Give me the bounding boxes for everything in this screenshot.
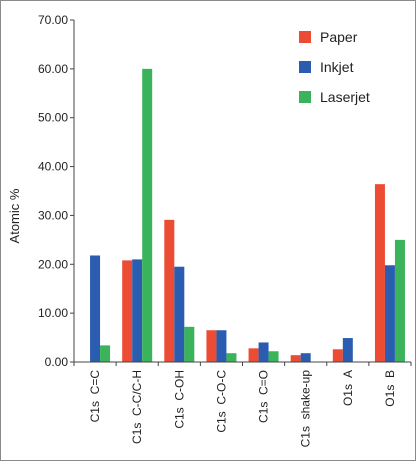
x-tick-label: C1s C-O-C	[214, 370, 228, 433]
bar-paper	[374, 184, 385, 362]
legend-swatch-inkjet	[299, 61, 311, 73]
y-axis-title: Atomic %	[7, 188, 22, 243]
bar-paper	[206, 330, 217, 362]
bar-inkjet	[300, 353, 311, 362]
legend-swatch-paper	[299, 31, 311, 43]
bar-laserjet	[184, 326, 195, 362]
bar-laserjet	[268, 351, 279, 362]
x-tick-label: C1s C-C/C-H	[130, 370, 144, 444]
legend-label-laserjet: Laserjet	[320, 89, 370, 105]
bar-paper	[248, 348, 259, 362]
y-tick-label: 20.00	[38, 257, 68, 271]
x-tick-label: O1s A	[341, 370, 355, 406]
bar-laserjet	[226, 353, 237, 362]
x-tick-label: C1s C-OH	[172, 370, 186, 429]
x-tick-label: C1s C=C	[88, 370, 102, 423]
legend: Paper Inkjet Laserjet	[299, 29, 370, 105]
axes	[70, 19, 412, 366]
bar-paper	[164, 219, 175, 362]
y-tick-label: 30.00	[38, 208, 68, 222]
legend-swatch-laserjet	[299, 91, 311, 103]
x-tick-label: C1s C=O	[257, 370, 271, 423]
bar-laserjet	[100, 345, 111, 362]
bar-paper	[122, 260, 133, 362]
x-tick-label: C1s shake-up	[299, 370, 313, 448]
bar-laserjet	[394, 239, 405, 362]
bar-paper	[290, 355, 301, 362]
y-tick-label: 70.00	[38, 13, 68, 27]
y-axis-label: Atomic %	[7, 188, 22, 243]
legend-label-paper: Paper	[320, 29, 358, 45]
bar-inkjet	[384, 265, 395, 362]
y-tick-label: 50.00	[38, 111, 68, 125]
bar-inkjet	[174, 266, 185, 362]
bar-paper	[332, 349, 343, 362]
bars	[90, 68, 405, 362]
x-tick-label: O1s B	[383, 370, 397, 407]
bar-inkjet	[132, 259, 143, 362]
x-tick-labels: C1s C=C C1s C-C/C-H C1s C-OH C1s C-O-C C1s C…	[88, 370, 397, 448]
legend-label-inkjet: Inkjet	[320, 59, 354, 75]
y-tick-label: 40.00	[38, 160, 68, 174]
y-tick-label: 0.00	[45, 355, 69, 369]
bar-inkjet	[342, 338, 353, 362]
y-tick-label: 60.00	[38, 62, 68, 76]
bar-inkjet	[216, 330, 227, 362]
bar-inkjet	[258, 342, 269, 362]
bar-laserjet	[142, 68, 153, 362]
y-tick-labels: 0.00 10.00 20.00 30.00 40.00 50.00 60.00 70.00	[38, 13, 68, 369]
bar-inkjet	[90, 255, 101, 362]
y-tick-label: 10.00	[38, 306, 68, 320]
